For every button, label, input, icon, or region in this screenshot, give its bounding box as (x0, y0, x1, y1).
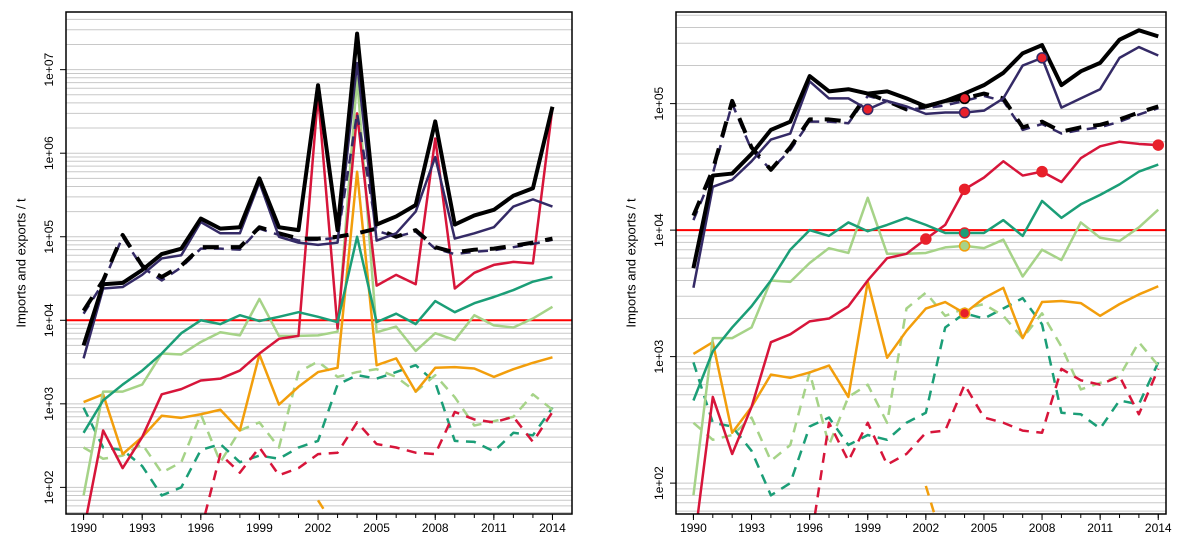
x-tick-label: 2011 (1087, 521, 1113, 535)
series-line (83, 170, 553, 456)
x-tick-label: 2005 (971, 521, 998, 535)
y-tick-label: 1e+05 (652, 86, 666, 120)
series-line (316, 499, 329, 514)
x-tick-label: 2008 (1029, 521, 1056, 535)
x-tick-label: 1990 (680, 521, 707, 535)
plot-frame (65, 11, 573, 515)
x-tick-label: 2011 (481, 521, 507, 535)
x-tick-label: 1999 (246, 521, 273, 535)
highlight-point (958, 307, 971, 320)
x-tick-label: 1993 (738, 521, 765, 535)
y-axis-label: Imports and exports / t (13, 198, 28, 328)
x-tick-label: 2005 (363, 521, 390, 535)
highlight-point (920, 233, 932, 245)
x-tick-label: 2002 (912, 521, 939, 535)
series-line (692, 163, 1159, 401)
plot-frame (675, 11, 1167, 515)
series-line (692, 296, 1160, 497)
series-line (692, 45, 1159, 289)
x-tick-label: 2014 (539, 521, 566, 535)
y-tick-label: 1e+05 (42, 220, 56, 254)
x-tick-label: 1999 (854, 521, 881, 535)
y-tick-label: 1e+04 (42, 303, 56, 337)
y-tick-label: 1e+02 (652, 466, 666, 500)
series-line (82, 235, 553, 434)
series-line (82, 112, 553, 315)
x-tick-label: 2014 (1145, 521, 1172, 535)
panel: 1e+02 1e+03 1e+04 1e+05 1990 1993 1996 1999 2002… (623, 11, 1172, 535)
y-tick-label: 1e+03 (42, 387, 56, 421)
series-line (82, 360, 554, 474)
x-tick-label: 1990 (70, 521, 97, 535)
y-tick-label: 1e+04 (652, 213, 666, 247)
highlight-point (1036, 165, 1048, 178)
highlight-point (1036, 52, 1048, 64)
x-tick-label: 1996 (187, 521, 214, 535)
x-tick-label: 1996 (796, 521, 823, 535)
plot-area (81, 31, 555, 514)
series-line (82, 363, 554, 497)
x-tick-label: 2008 (422, 521, 449, 535)
series-line (203, 410, 554, 514)
series-line (692, 291, 1160, 463)
series-line (85, 93, 554, 514)
x-tick-label: 1993 (129, 521, 156, 535)
panel: 1e+02 1e+03 1e+04 1e+05 1e+06 1e+07 1990 1993 19… (13, 11, 573, 535)
highlight-point (1152, 139, 1165, 151)
x-tick-label: 2002 (305, 521, 332, 535)
series-line (81, 31, 555, 347)
series-line (81, 225, 553, 312)
plot-area (691, 28, 1165, 514)
highlight-point (958, 183, 971, 196)
series-line (82, 61, 553, 359)
series-line (813, 367, 1160, 514)
series-line (82, 76, 554, 496)
highlight-point (958, 106, 971, 119)
highlight-point (958, 240, 971, 252)
y-tick-label: 1e+06 (42, 136, 56, 170)
y-tick-label: 1e+03 (652, 339, 666, 373)
series-line (691, 28, 1159, 269)
y-tick-label: 1e+07 (42, 52, 56, 86)
highlight-point (958, 227, 971, 239)
highlight-point (958, 92, 971, 105)
series-line (692, 280, 1159, 435)
y-axis-label: Imports and exports / t (623, 198, 638, 328)
highlight-point (861, 103, 874, 116)
y-tick-label: 1e+02 (42, 470, 56, 504)
